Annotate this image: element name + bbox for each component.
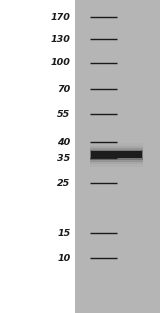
Text: 70: 70 (57, 85, 70, 94)
Text: 35: 35 (57, 154, 70, 162)
Bar (75, 0, 160, 313)
Text: 15: 15 (57, 229, 70, 238)
Bar (90, 143, 143, 167)
Text: 10: 10 (57, 254, 70, 263)
Text: 40: 40 (57, 138, 70, 147)
Bar (90, 148, 143, 162)
Text: 130: 130 (51, 35, 70, 44)
Text: 25: 25 (57, 179, 70, 187)
Text: 55: 55 (57, 110, 70, 119)
Bar (0, 0, 75, 313)
Text: 100: 100 (51, 58, 70, 67)
Bar (90, 150, 143, 160)
Bar (90, 146, 143, 164)
Bar (91, 151, 142, 158)
Text: 170: 170 (51, 13, 70, 22)
